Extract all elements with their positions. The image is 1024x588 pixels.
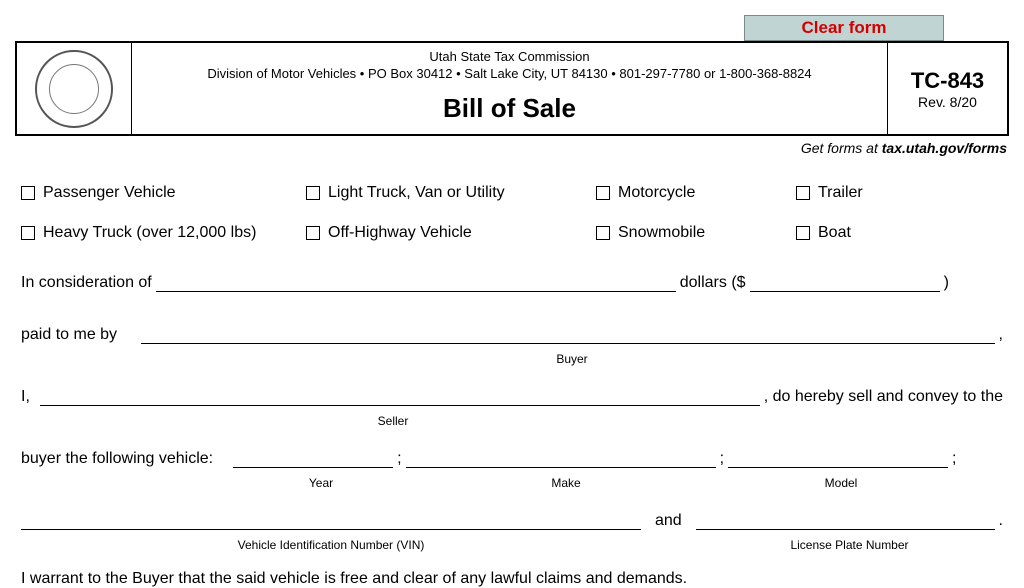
text-buyer-following: buyer the following vehicle: bbox=[21, 450, 213, 468]
checkbox-icon bbox=[796, 226, 810, 240]
form-code-cell: TC-843 Rev. 8/20 bbox=[887, 43, 1007, 134]
clear-form-button[interactable]: Clear form bbox=[744, 15, 944, 41]
form-body: In consideration of dollars ($ ) paid to… bbox=[15, 274, 1009, 588]
form-revision: Rev. 8/20 bbox=[918, 94, 977, 110]
label-make: Make bbox=[411, 476, 721, 490]
form-code: TC-843 bbox=[911, 68, 984, 94]
forms-link: Get forms at tax.utah.gov/forms bbox=[15, 140, 1007, 156]
checkbox-off-highway[interactable]: Off-Highway Vehicle bbox=[306, 224, 596, 242]
blank-amount-words[interactable] bbox=[156, 274, 676, 292]
checkbox-icon bbox=[306, 186, 320, 200]
vehicle-type-grid: Passenger Vehicle Light Truck, Van or Ut… bbox=[21, 184, 1009, 242]
text-warranty: I warrant to the Buyer that the said veh… bbox=[21, 570, 1003, 588]
header-box: Utah State Tax Commission Division of Mo… bbox=[15, 41, 1009, 136]
title-cell: Utah State Tax Commission Division of Mo… bbox=[132, 43, 887, 134]
form-title: Bill of Sale bbox=[142, 93, 877, 124]
label-seller: Seller bbox=[43, 414, 743, 428]
blank-make[interactable] bbox=[406, 450, 716, 468]
checkbox-passenger-vehicle[interactable]: Passenger Vehicle bbox=[21, 184, 306, 202]
text-paid-to-me-by: paid to me by bbox=[21, 326, 117, 344]
blank-year[interactable] bbox=[233, 450, 393, 468]
text-and: and bbox=[655, 512, 682, 530]
agency-name: Utah State Tax Commission bbox=[142, 49, 877, 64]
label-model: Model bbox=[731, 476, 951, 490]
blank-vin[interactable] bbox=[21, 512, 641, 530]
blank-model[interactable] bbox=[728, 450, 948, 468]
checkbox-icon bbox=[596, 226, 610, 240]
checkbox-motorcycle[interactable]: Motorcycle bbox=[596, 184, 796, 202]
checkbox-trailer[interactable]: Trailer bbox=[796, 184, 996, 202]
forms-url: tax.utah.gov/forms bbox=[882, 140, 1007, 156]
text-dollars: dollars ($ bbox=[680, 274, 746, 292]
label-vin: Vehicle Identification Number (VIN) bbox=[21, 538, 641, 552]
checkbox-snowmobile[interactable]: Snowmobile bbox=[596, 224, 796, 242]
checkbox-light-truck[interactable]: Light Truck, Van or Utility bbox=[306, 184, 596, 202]
blank-seller[interactable] bbox=[40, 388, 760, 406]
seal-cell bbox=[17, 43, 132, 134]
checkbox-icon bbox=[21, 186, 35, 200]
checkbox-icon bbox=[21, 226, 35, 240]
agency-address: Division of Motor Vehicles • PO Box 3041… bbox=[142, 66, 877, 81]
checkbox-icon bbox=[306, 226, 320, 240]
checkbox-boat[interactable]: Boat bbox=[796, 224, 996, 242]
blank-amount-numeric[interactable] bbox=[750, 274, 940, 292]
checkbox-heavy-truck[interactable]: Heavy Truck (over 12,000 lbs) bbox=[21, 224, 306, 242]
text-i: I, bbox=[21, 388, 30, 406]
blank-plate[interactable] bbox=[696, 512, 995, 530]
text-consideration: In consideration of bbox=[21, 274, 152, 292]
text-do-hereby: , do hereby sell and convey to the bbox=[764, 388, 1003, 406]
label-plate: License Plate Number bbox=[696, 538, 1003, 552]
state-seal-icon bbox=[35, 50, 113, 128]
checkbox-icon bbox=[596, 186, 610, 200]
label-buyer: Buyer bbox=[151, 352, 993, 366]
text-close-paren: ) bbox=[944, 274, 949, 292]
checkbox-icon bbox=[796, 186, 810, 200]
label-year: Year bbox=[241, 476, 401, 490]
blank-buyer[interactable] bbox=[141, 326, 994, 344]
